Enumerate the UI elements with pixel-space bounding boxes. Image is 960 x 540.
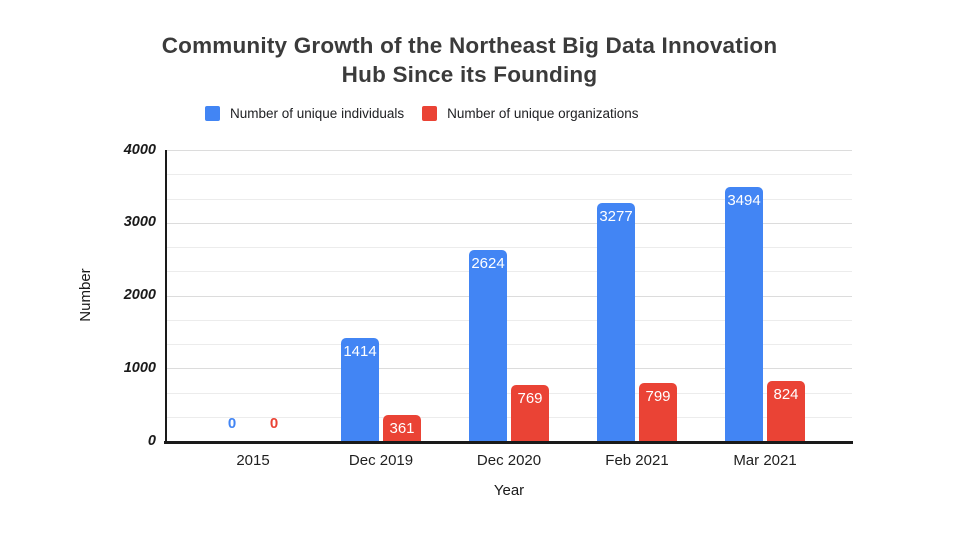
bar-organizations-dec-2019 — [383, 415, 421, 441]
y-tick-label-3000: 3000 — [123, 214, 156, 231]
bar-organizations-dec-2020 — [511, 385, 549, 441]
x-tick-label-mar-2021: Mar 2021 — [733, 452, 797, 469]
major-gridline — [167, 150, 852, 151]
bar-value-label: 1414 — [343, 343, 377, 360]
bar-value-label: 3277 — [599, 208, 633, 225]
plot-area: 0 1414 2624 3277 3494 0 361 769 799 824 — [167, 150, 852, 441]
zero-value-label: 0 — [227, 415, 237, 432]
x-tick-label-dec-2019: Dec 2019 — [348, 452, 414, 469]
minor-gridline — [167, 416, 852, 418]
legend-swatch-red-icon — [422, 106, 438, 121]
legend-item-organizations: Number of unique organizations — [422, 106, 638, 121]
bar-individuals-mar-2021 — [725, 187, 763, 441]
y-tick-label-2000: 2000 — [123, 287, 156, 303]
minor-gridline — [167, 271, 852, 273]
chart-title: Community Growth of the Northeast Big Da… — [0, 31, 939, 89]
bar-organizations-feb-2021 — [639, 383, 677, 441]
major-gridline — [167, 295, 852, 297]
bar-value-label: 824 — [773, 386, 799, 403]
x-tick-label-2015: 2015 — [236, 452, 270, 469]
x-axis-title: Year — [493, 482, 525, 499]
y-tick-label-4000: 4000 — [123, 141, 156, 158]
bar-individuals-dec-2019 — [341, 338, 379, 441]
minor-gridline — [167, 319, 852, 321]
bar-value-label: 3494 — [727, 192, 761, 209]
minor-gridline — [167, 247, 852, 248]
y-tick-label-0: 0 — [147, 432, 156, 449]
chart-title-line2: Hub Since its Founding — [341, 62, 598, 87]
legend-item-individuals: Number of unique individuals — [205, 106, 404, 121]
major-gridline — [167, 368, 852, 370]
zero-value-label: 0 — [269, 415, 279, 432]
bar-individuals-feb-2021 — [597, 203, 635, 441]
bar-value-label: 361 — [389, 420, 415, 437]
legend-swatch-blue-icon — [205, 106, 220, 121]
bar-individuals-dec-2020 — [469, 250, 507, 441]
legend-label-organizations: Number of unique organizations — [447, 106, 639, 121]
minor-gridline — [167, 174, 852, 176]
bar-value-label: 2624 — [471, 255, 505, 272]
minor-gridline — [167, 344, 852, 345]
minor-gridline — [167, 392, 852, 394]
x-tick-label-dec-2020: Dec 2020 — [476, 452, 542, 469]
x-axis-line — [164, 441, 853, 444]
chart-title-line1: Community Growth of the Northeast Big Da… — [161, 33, 778, 58]
bar-organizations-mar-2021 — [767, 381, 805, 441]
major-gridline — [167, 222, 852, 224]
x-tick-label-feb-2021: Feb 2021 — [605, 452, 669, 469]
y-axis-line — [165, 150, 167, 443]
legend-label-individuals: Number of unique individuals — [230, 106, 405, 121]
y-tick-label-1000: 1000 — [123, 359, 156, 376]
bar-value-label: 799 — [645, 388, 671, 405]
bar-value-label: 769 — [517, 390, 543, 407]
chart-legend: Number of unique individuals Number of u… — [205, 106, 638, 121]
minor-gridline — [167, 198, 852, 200]
